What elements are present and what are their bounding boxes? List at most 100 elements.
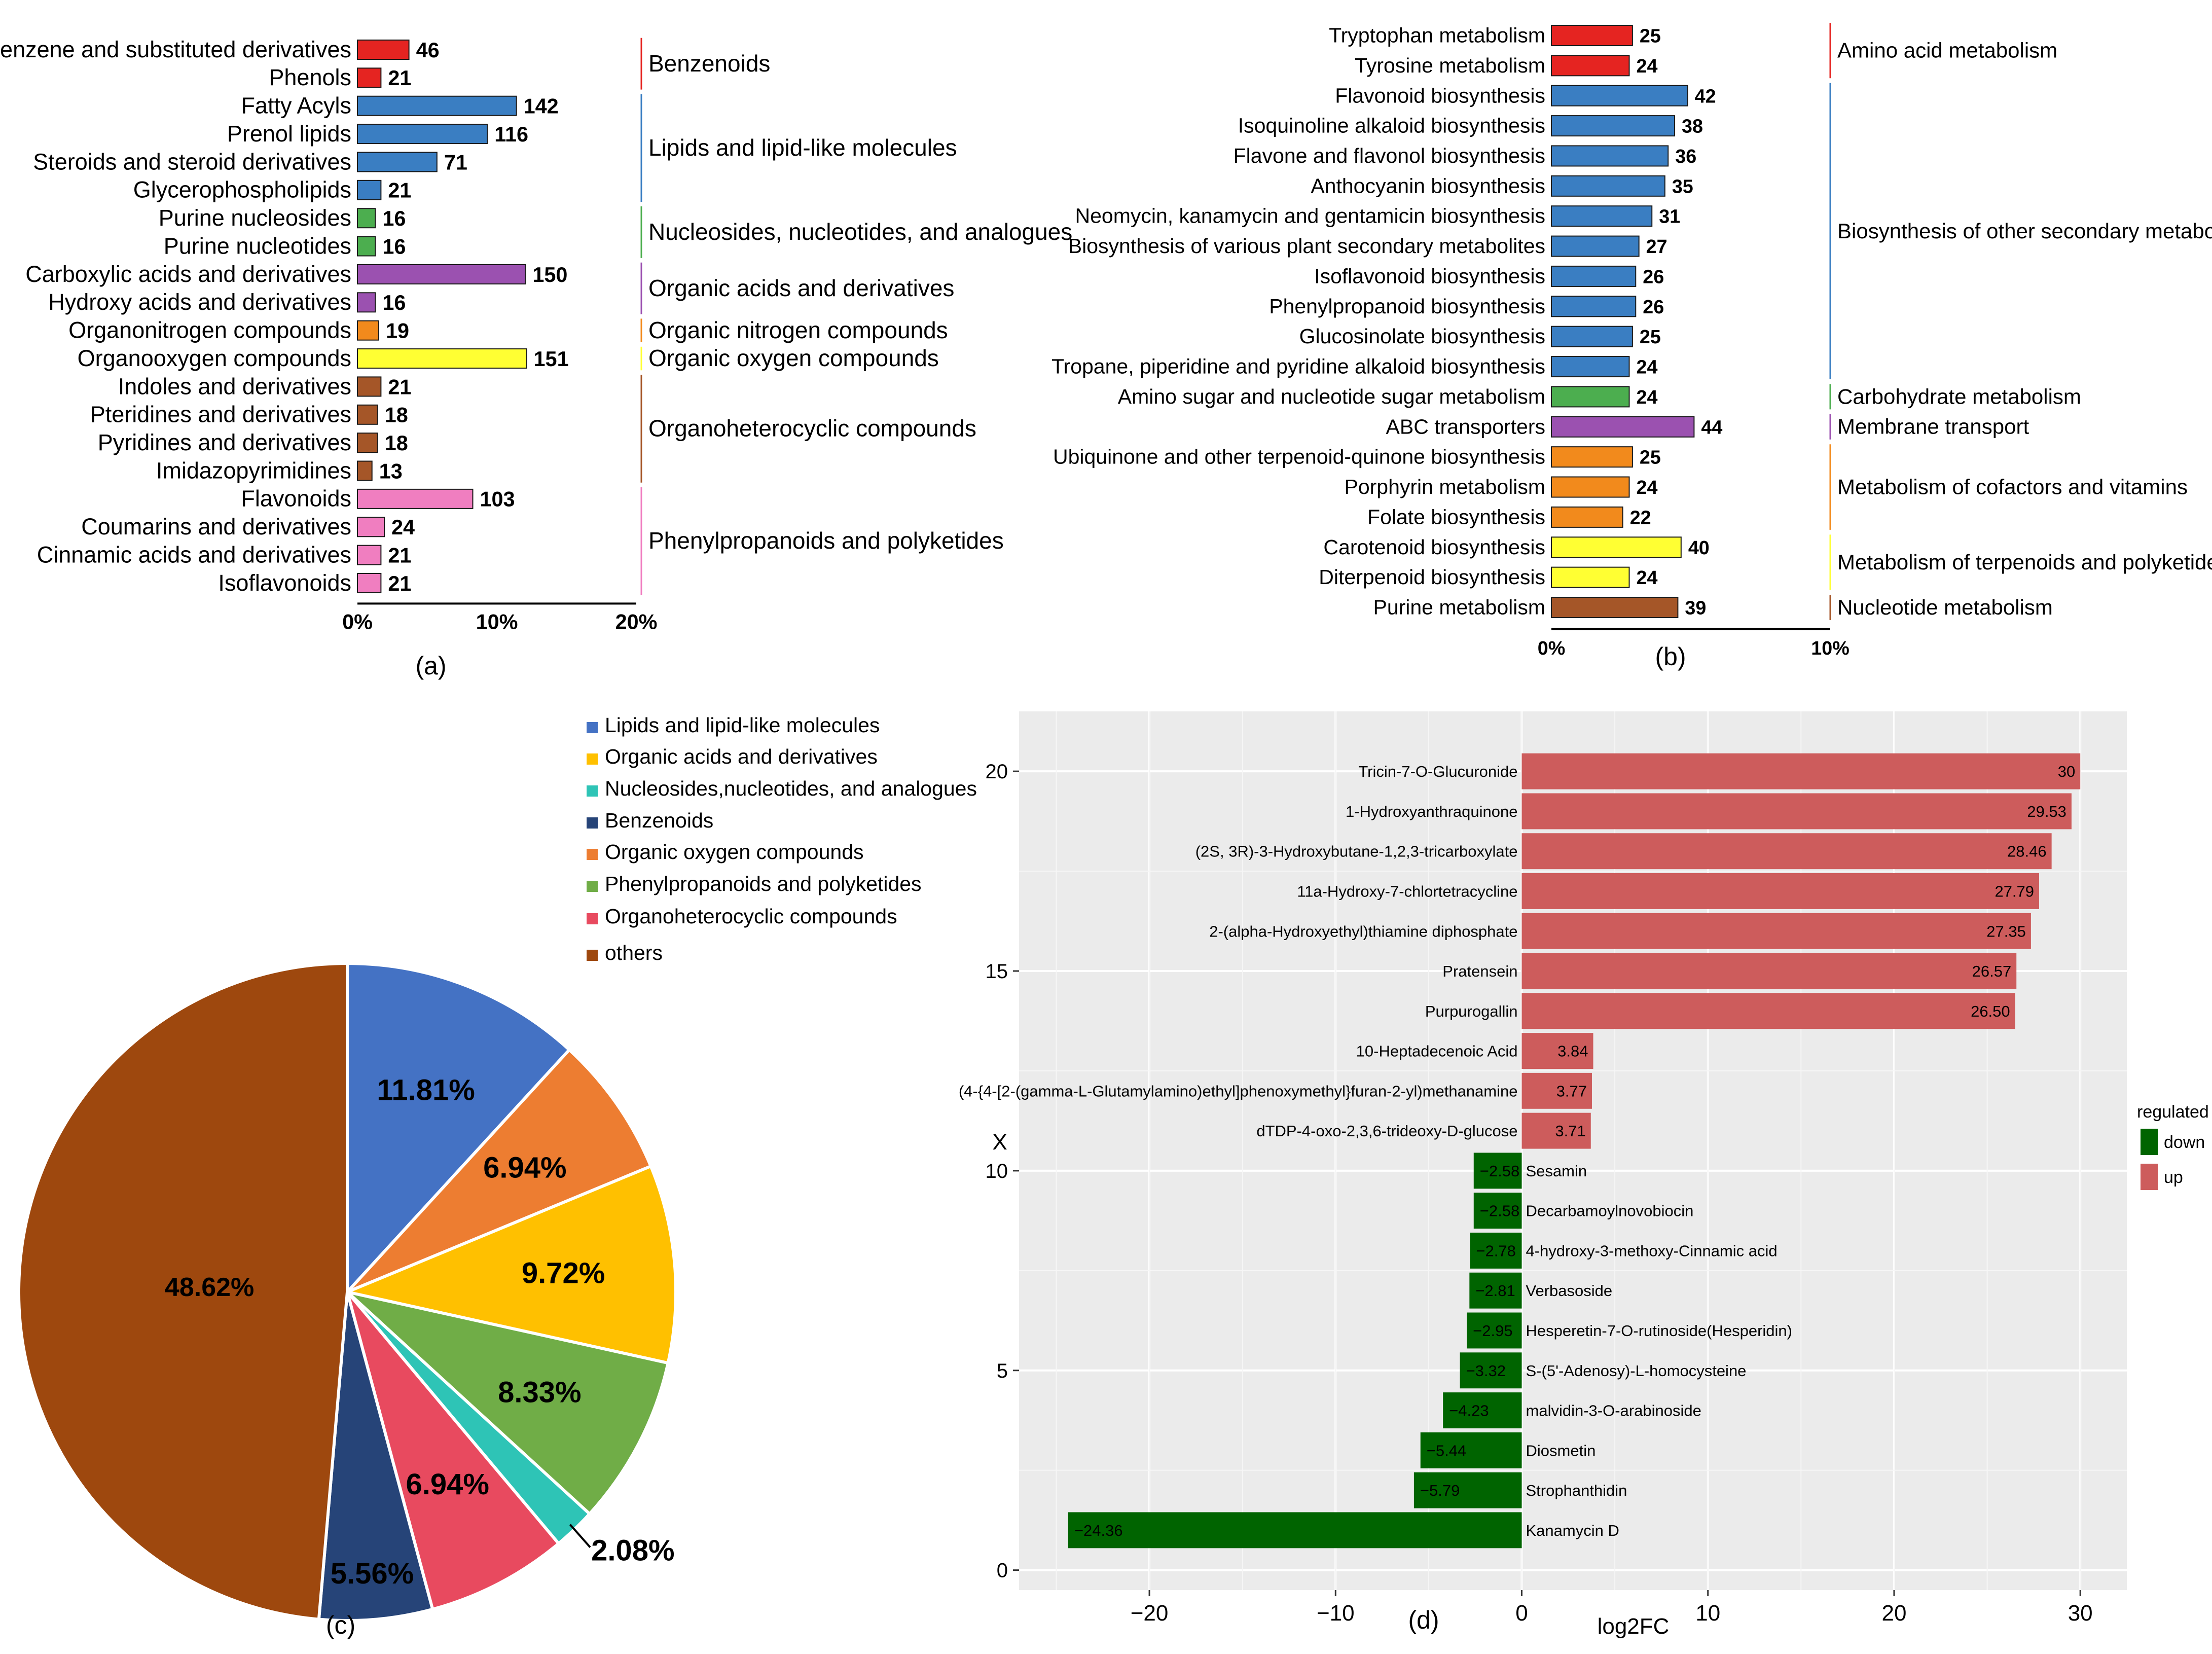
bar-category-label: Verbasoside	[1526, 1282, 1613, 1300]
bar-blue	[1551, 205, 1653, 227]
bar-yellow	[1551, 536, 1682, 558]
bar-blue	[1551, 85, 1688, 106]
bar-blue	[1551, 115, 1676, 137]
bar-up	[1521, 1033, 1593, 1069]
bar-category-label: Folate biosynthesis	[1367, 505, 1545, 528]
bar-blue	[1551, 326, 1633, 347]
bar-up	[1521, 793, 2072, 830]
bar-green	[357, 208, 376, 229]
legend-swatch	[2141, 1129, 2158, 1155]
bar-category-label: 4-hydroxy-3-methoxy-Cinnamic acid	[1526, 1242, 1778, 1260]
bar-value-label: 150	[532, 263, 567, 286]
bar-value-label: 151	[534, 347, 569, 371]
pie-slice-label: 11.81%	[377, 1073, 475, 1106]
bar-category-label: S-(5'-Adenosy)-L-homocysteine	[1526, 1362, 1747, 1380]
bar-orange	[1551, 446, 1633, 468]
pie-leader-line	[569, 1524, 591, 1548]
bar-brown	[357, 433, 378, 453]
bar-category-label: Hesperetin-7-O-rutinoside(Hesperidin)	[1526, 1322, 1793, 1340]
legend-swatch	[587, 849, 598, 860]
bar-value-label: 71	[444, 151, 467, 174]
bar-value-label: −2.78	[1476, 1242, 1515, 1260]
bar-value-label: 24	[1636, 55, 1657, 77]
bar-category-label: malvidin-3-O-arabinoside	[1526, 1402, 1701, 1420]
bar-category-label: Indoles and derivatives	[118, 373, 351, 399]
bar-value-label: 24	[1636, 477, 1657, 498]
pie-slice-label: 48.62%	[165, 1273, 254, 1302]
bar-value-label: 31	[1659, 206, 1680, 227]
bar-category-label: Carboxylic acids and derivatives	[25, 261, 351, 287]
legend-label: Organic oxygen compounds	[605, 840, 864, 864]
x-tick-label: 20	[1881, 1601, 1906, 1626]
legend-swatch	[587, 881, 598, 892]
bar-category-label: Porphyrin metabolism	[1345, 475, 1546, 498]
bar-pink	[357, 573, 382, 593]
group-label: Organic oxygen compounds	[648, 345, 939, 371]
bar-blue	[357, 152, 438, 172]
y-tick-label: 20	[986, 761, 1008, 783]
bar-down	[1420, 1432, 1522, 1468]
panel-label: (b)	[1655, 642, 1686, 671]
legend-label: Nucleosides,nucleotides, and analogues	[605, 777, 977, 800]
bar-down	[1443, 1392, 1522, 1428]
bar-up	[1521, 953, 2017, 989]
bar-category-label: (4-{4-[2-(gamma-L-Glutamylamino)ethyl]ph…	[959, 1082, 1518, 1100]
bar-blue	[1551, 235, 1640, 257]
bar-blue	[1551, 145, 1669, 167]
bar-category-label: Tyrosine metabolism	[1355, 54, 1545, 77]
bar-category-label: Hydroxy acids and derivatives	[48, 289, 351, 315]
bar-down	[1413, 1472, 1522, 1508]
bar-category-label: Isoflavonoids	[218, 570, 351, 596]
bar-value-label: 29.53	[2027, 803, 2066, 820]
bar-category-label: Coumarins and derivatives	[81, 514, 351, 540]
bar-blue	[1551, 356, 1630, 378]
bar-value-label: −3.32	[1466, 1362, 1506, 1380]
bar-category-label: Benzene and substituted derivatives	[0, 37, 351, 62]
pie-slice-label: 5.56%	[331, 1557, 414, 1590]
bar-category-label: Pyridines and derivatives	[98, 429, 351, 455]
bar-value-label: 21	[388, 66, 411, 90]
x-tick-label: 30	[2068, 1601, 2093, 1626]
bar-value-label: 16	[382, 207, 406, 230]
bar-value-label: 16	[382, 291, 406, 314]
bar-category-label: Tryptophan metabolism	[1329, 24, 1545, 47]
bar-category-label: Decarbamoylnovobiocin	[1526, 1202, 1694, 1220]
bar-value-label: 25	[1640, 447, 1661, 468]
bar-blue	[357, 95, 517, 116]
x-tick-label: 0	[1515, 1601, 1528, 1626]
panel-c-pie-chart: 11.81% 6.94% 9.72% 8.33% 2.08% 6.94% 5.56% 48.6…	[17, 713, 977, 1639]
x-tick-label: −10	[1317, 1601, 1355, 1626]
pie-slice-label: 6.94%	[406, 1468, 489, 1501]
bar-up	[1521, 753, 2081, 789]
panel-label: (c)	[326, 1611, 355, 1639]
x-tick-label: −20	[1131, 1601, 1169, 1626]
legend-swatch	[2141, 1164, 2158, 1190]
bar-down	[1469, 1272, 1522, 1309]
bar-value-label: 21	[388, 572, 411, 595]
pie-slice	[346, 1048, 653, 1293]
bar-value-label: 26	[1643, 296, 1664, 317]
legend-swatch	[587, 817, 598, 829]
bar-category-label: Organooxygen compounds	[78, 345, 351, 371]
bar-value-label: 25	[1640, 25, 1661, 47]
group-label: Nucleosides, nucleotides, and analogues	[648, 219, 1072, 245]
bar-blue	[1551, 296, 1637, 317]
group-label: Nucleotide metabolism	[1837, 595, 2053, 619]
legend-label: others	[605, 941, 663, 964]
bar-category-label: Isoflavonoid biosynthesis	[1314, 264, 1545, 287]
bar-category-label: Flavone and flavonol biosynthesis	[1234, 144, 1545, 167]
pie-slice-label: 2.08%	[591, 1534, 674, 1567]
bar-down	[1473, 1193, 1522, 1229]
group-label: Carbohydrate metabolism	[1837, 384, 2081, 408]
bar-brown	[357, 460, 373, 481]
bar-value-label: 26	[1643, 266, 1664, 287]
bar-blue	[357, 179, 382, 200]
bar-category-label: ABC transporters	[1386, 415, 1545, 438]
bar-brown	[1551, 597, 1679, 618]
bar-category-label: Flavonoids	[241, 486, 351, 512]
bar-down	[1467, 1312, 1522, 1349]
bar-value-label: 103	[480, 488, 515, 511]
panel-label: (a)	[415, 652, 446, 680]
bar-category-label: Organonitrogen compounds	[68, 317, 351, 343]
